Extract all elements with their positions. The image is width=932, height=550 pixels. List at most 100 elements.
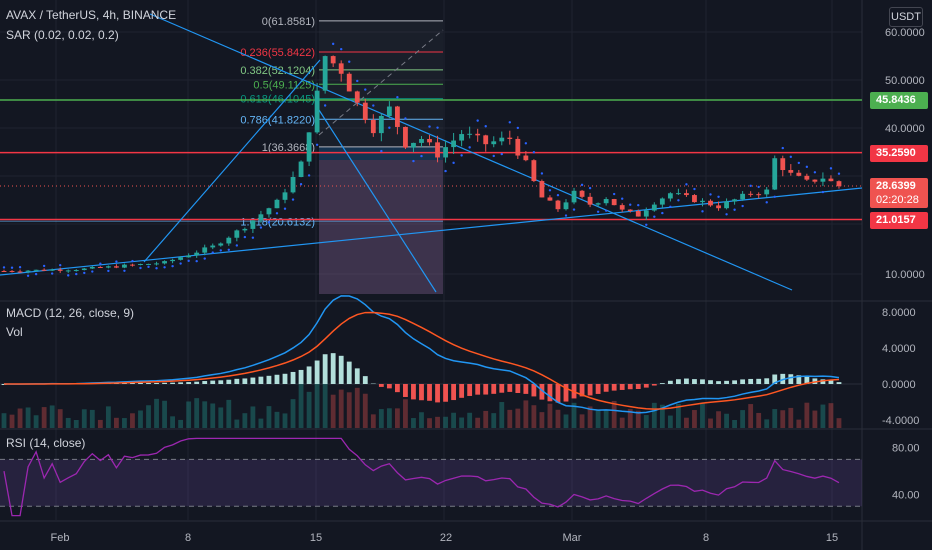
volume-bar — [724, 413, 729, 428]
volume-bar — [186, 401, 192, 428]
candle-body — [403, 126, 408, 148]
macd-histogram-bar — [788, 374, 794, 384]
volume-bar — [475, 417, 481, 428]
sar-dot — [765, 201, 768, 204]
candle-body — [708, 200, 713, 206]
candle-body — [178, 257, 184, 260]
candle-body — [346, 73, 352, 92]
sar-legend[interactable]: SAR (0.02, 0.02, 0.2) — [6, 28, 119, 42]
candle-body — [788, 170, 794, 173]
candle-body — [740, 193, 746, 200]
sar-dot — [580, 183, 584, 187]
candle-body — [290, 177, 296, 193]
sar-dot — [516, 126, 520, 130]
macd-histogram-bar — [555, 384, 561, 403]
currency-button[interactable]: USDT — [889, 7, 923, 27]
volume-bar — [105, 406, 111, 428]
volume-bar — [162, 400, 167, 428]
volume-bar — [467, 412, 473, 428]
candle-body — [105, 266, 111, 268]
time-tick-label: 22 — [440, 532, 452, 544]
candle-body — [772, 158, 778, 190]
sar-dot — [725, 213, 728, 216]
candle-body — [33, 269, 39, 271]
macd-histogram-bar — [531, 384, 537, 397]
candle-body — [435, 142, 440, 158]
candle-body — [716, 205, 721, 209]
sar-dot — [420, 154, 423, 158]
volume-bar — [756, 412, 762, 428]
sar-dot — [548, 189, 552, 192]
sar-dot — [42, 264, 46, 268]
candle-body — [804, 175, 810, 180]
macd-tick-label: 0.0000 — [882, 379, 916, 391]
sar-dot — [556, 193, 560, 197]
volume-bar — [49, 405, 55, 428]
macd-legend[interactable]: MACD (12, 26, close, 9) — [6, 306, 135, 320]
sar-dot — [34, 272, 38, 276]
macd-histogram-bar — [322, 354, 328, 384]
candle-body — [378, 115, 384, 134]
sar-dot — [604, 209, 608, 212]
trend-line — [143, 59, 321, 263]
candle-body — [563, 202, 569, 210]
candle-body — [250, 220, 256, 229]
sar-dot — [837, 172, 841, 175]
candle-body — [57, 269, 63, 271]
sar-dot — [187, 259, 190, 263]
price-badge: 21.0157 — [870, 211, 928, 229]
macd-histogram-bar — [274, 374, 280, 384]
candle-body — [1, 271, 7, 272]
sar-dot — [299, 183, 303, 186]
volume-bar — [178, 419, 184, 428]
macd-histogram-bar — [226, 379, 232, 384]
sar-dot — [612, 192, 616, 196]
volume-bar — [202, 401, 208, 428]
candle-body — [627, 209, 633, 212]
sar-dot — [235, 244, 239, 247]
macd-histogram-bar — [459, 384, 465, 398]
volume-bar — [25, 407, 31, 428]
rsi-tick-label: 40.00 — [892, 490, 920, 502]
sar-dot — [123, 269, 126, 272]
sar-dot — [291, 198, 295, 201]
candle-body — [17, 271, 23, 273]
fib-zone-blue — [319, 146, 443, 294]
volume-bar — [73, 419, 79, 428]
volume-bar — [499, 402, 505, 428]
macd-histogram-bar — [483, 384, 489, 395]
macd-histogram-bar — [403, 384, 408, 397]
macd-histogram-bar — [643, 384, 649, 388]
sar-dot — [412, 159, 415, 163]
macd-histogram-bar — [330, 353, 336, 384]
volume-bar — [571, 402, 577, 428]
candle-body — [73, 270, 79, 272]
sar-dot — [348, 60, 351, 63]
rsi-legend[interactable]: RSI (14, close) — [6, 436, 86, 450]
sar-dot — [155, 267, 158, 270]
macd-histogram-bar — [146, 382, 151, 384]
volume-bar — [314, 380, 320, 428]
sar-dot — [757, 185, 760, 189]
sar-dot — [781, 146, 784, 150]
volume-bar — [266, 406, 272, 428]
macd-histogram-bar — [162, 382, 167, 384]
volume-bar — [595, 410, 601, 428]
macd-histogram-bar — [290, 371, 296, 384]
candle-body — [274, 199, 280, 209]
sar-dot — [18, 266, 22, 269]
candle-body — [282, 192, 288, 200]
vol-legend[interactable]: Vol — [6, 325, 23, 339]
sar-dot — [283, 207, 287, 210]
symbol-legend[interactable]: AVAX / TetherUS, 4h, BINANCE — [6, 8, 177, 22]
macd-histogram-bar — [716, 381, 721, 384]
sar-dot — [323, 104, 327, 107]
macd-histogram-bar — [684, 378, 689, 384]
rsi-line — [3, 437, 840, 517]
macd-histogram-bar — [796, 375, 802, 384]
candle-body — [234, 230, 240, 238]
sar-dot — [709, 193, 712, 196]
sar-dot — [307, 174, 311, 177]
macd-histogram-bar — [475, 384, 481, 395]
